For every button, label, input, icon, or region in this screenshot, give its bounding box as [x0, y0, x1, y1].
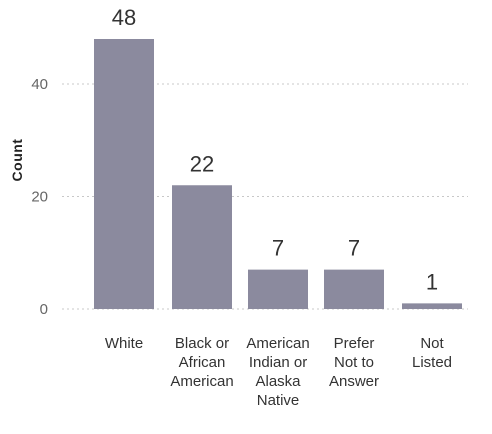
category-label: Not Listed	[412, 335, 452, 371]
category-label-line: American	[246, 335, 309, 352]
category-label-line: Not	[420, 335, 444, 352]
data-label: 22	[190, 151, 214, 176]
category-label: American Indian or Alaska Native	[246, 335, 309, 409]
y-axis-ticks: 0 20 40	[31, 76, 48, 318]
data-label: 7	[272, 236, 284, 261]
category-label-line: American	[170, 373, 233, 390]
bar	[402, 303, 462, 309]
category-label-line: Black or	[175, 335, 229, 352]
bar	[172, 185, 232, 309]
data-labels: 48 22 7 7 1	[112, 5, 438, 294]
category-label-line: Alaska	[255, 373, 301, 390]
category-label-line: African	[179, 354, 226, 371]
category-label-line: Native	[257, 392, 300, 409]
y-tick-label: 0	[40, 301, 48, 318]
category-label: White	[105, 335, 143, 352]
category-labels: White Black or African American American Indi…	[105, 335, 452, 409]
category-label-line: Not to	[334, 354, 374, 371]
y-axis-title: Count	[9, 139, 25, 182]
category-label-line: Indian or	[249, 354, 307, 371]
bars	[94, 39, 462, 309]
category-label-line: Prefer	[334, 335, 375, 352]
data-label: 7	[348, 236, 360, 261]
category-label-line: White	[105, 335, 143, 352]
category-label-line: Answer	[329, 373, 379, 390]
data-label: 1	[426, 269, 438, 294]
y-tick-label: 40	[31, 76, 48, 93]
bar	[94, 39, 154, 309]
category-label-line: Listed	[412, 354, 452, 371]
y-tick-label: 20	[31, 189, 48, 206]
category-label: Black or African American	[170, 335, 233, 390]
bar	[324, 269, 384, 309]
data-label: 48	[112, 5, 136, 30]
bar	[248, 269, 308, 309]
category-label: Prefer Not to Answer	[329, 335, 379, 390]
